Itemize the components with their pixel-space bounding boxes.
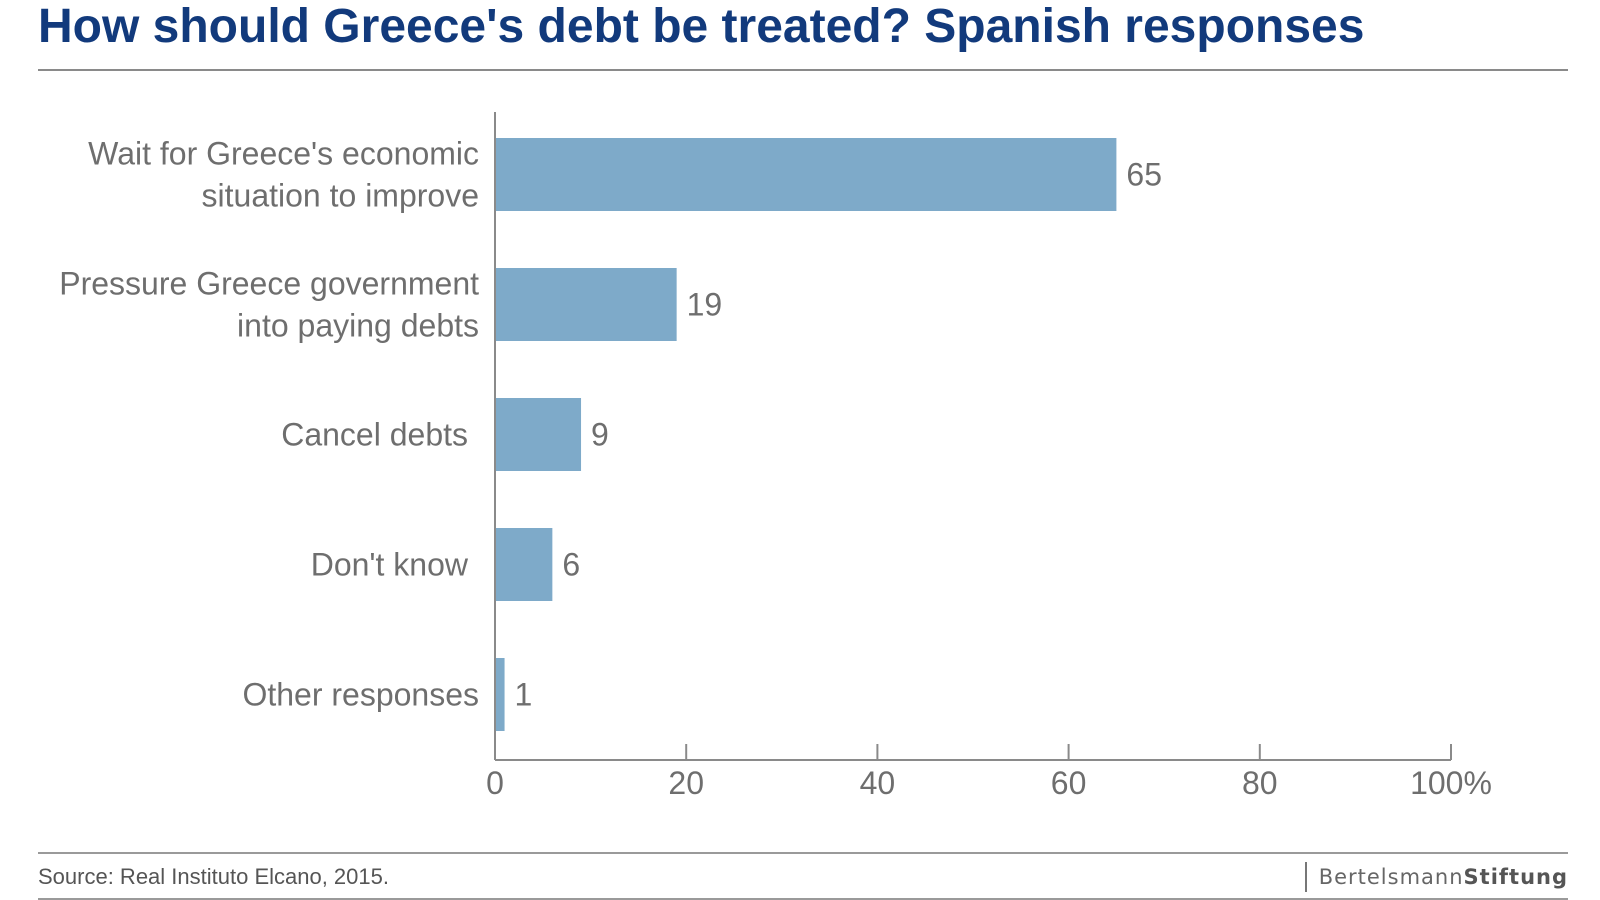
brand-separator: [1304, 862, 1307, 892]
title-divider: [38, 69, 1568, 71]
brand-name-part1: Bertelsmann: [1318, 865, 1464, 889]
footer-divider-bottom: [38, 898, 1568, 900]
bar-4: [495, 658, 505, 731]
category-label-3-0: Don't know: [311, 547, 469, 583]
category-label-1-0: Pressure Greece government: [59, 266, 479, 302]
brand-logo: Bertelsmann Stiftung: [1304, 862, 1568, 892]
value-label-0: 65: [1126, 157, 1162, 193]
category-label-0-0: Wait for Greece's economic: [88, 136, 479, 172]
x-tick-label-4: 80: [1242, 765, 1278, 801]
value-label-4: 1: [515, 677, 533, 713]
category-label-1-1: into paying debts: [237, 308, 479, 344]
source-note: Source: Real Instituto Elcano, 2015.: [38, 864, 389, 889]
x-tick-label-3: 60: [1051, 765, 1087, 801]
value-label-2: 9: [591, 417, 609, 453]
bar-0: [495, 138, 1117, 211]
footer-divider-top: [38, 852, 1568, 854]
value-label-1: 19: [687, 287, 723, 323]
x-tick-label-5: 100%: [1410, 765, 1492, 801]
category-label-4-0: Other responses: [242, 677, 479, 713]
category-label-2-0: Cancel debts: [281, 417, 468, 453]
chart-title: How should Greece's debt be treated? Spa…: [38, 0, 1365, 53]
x-tick-label-1: 20: [668, 765, 704, 801]
x-tick-label-2: 40: [860, 765, 896, 801]
bar-1: [495, 268, 677, 341]
bar-3: [495, 528, 553, 601]
brand-name-part2: Stiftung: [1463, 865, 1568, 889]
x-tick-label-0: 0: [486, 765, 504, 801]
category-label-0-1: situation to improve: [202, 178, 479, 214]
bar-2: [495, 398, 582, 471]
value-label-3: 6: [562, 547, 580, 583]
bar-chart: 65 Wait for Greece's economic situation to…: [59, 112, 1492, 801]
